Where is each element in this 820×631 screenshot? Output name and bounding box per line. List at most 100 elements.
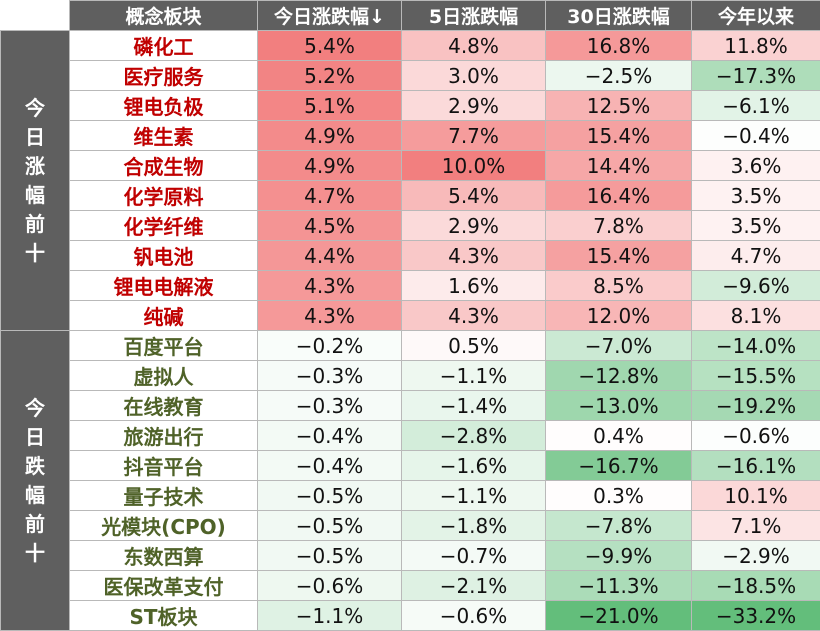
- concept-name[interactable]: 化学纤维: [70, 211, 258, 241]
- concept-name[interactable]: 锂电负极: [70, 91, 258, 121]
- column-header-concept[interactable]: 概念板块: [70, 1, 258, 31]
- value-cell-5day-change: 4.8%: [402, 31, 546, 61]
- concept-name[interactable]: 在线教育: [70, 391, 258, 421]
- value-cell-30day-change: −9.9%: [546, 541, 692, 571]
- value-cell-ytd-change: −16.1%: [692, 451, 820, 481]
- value-cell-30day-change: 0.4%: [546, 421, 692, 451]
- concept-name[interactable]: 医疗服务: [70, 61, 258, 91]
- concept-name[interactable]: 旅游出行: [70, 421, 258, 451]
- value-cell-today-change: 4.7%: [258, 181, 402, 211]
- value-cell-30day-change: −7.0%: [546, 331, 692, 361]
- value-cell-today-change: 4.3%: [258, 301, 402, 331]
- value-cell-5day-change: 4.3%: [402, 301, 546, 331]
- table-row: 抖音平台−0.4%−1.6%−16.7%−16.1%: [1, 451, 820, 481]
- value-cell-30day-change: 8.5%: [546, 271, 692, 301]
- value-cell-5day-change: 7.7%: [402, 121, 546, 151]
- table-row: 光模块(CPO)−0.5%−1.8%−7.8%7.1%: [1, 511, 820, 541]
- concept-name[interactable]: 量子技术: [70, 481, 258, 511]
- column-header-30day-change[interactable]: 30日涨跌幅: [546, 1, 692, 31]
- concept-name[interactable]: 钒电池: [70, 241, 258, 271]
- value-cell-30day-change: 12.0%: [546, 301, 692, 331]
- concept-name[interactable]: 虚拟人: [70, 361, 258, 391]
- table-row: 今日跌幅前十百度平台−0.2%0.5%−7.0%−14.0%: [1, 331, 820, 361]
- value-cell-ytd-change: −0.6%: [692, 421, 820, 451]
- value-cell-today-change: −0.5%: [258, 511, 402, 541]
- value-cell-30day-change: −21.0%: [546, 601, 692, 631]
- corner-cell: [1, 1, 70, 31]
- value-cell-30day-change: 7.8%: [546, 211, 692, 241]
- value-cell-ytd-change: −18.5%: [692, 571, 820, 601]
- value-cell-5day-change: −1.8%: [402, 511, 546, 541]
- value-cell-5day-change: 10.0%: [402, 151, 546, 181]
- value-cell-5day-change: −1.6%: [402, 451, 546, 481]
- value-cell-30day-change: −11.3%: [546, 571, 692, 601]
- table-row: 量子技术−0.5%−1.1%0.3%10.1%: [1, 481, 820, 511]
- value-cell-today-change: −0.6%: [258, 571, 402, 601]
- concept-name[interactable]: 光模块(CPO): [70, 511, 258, 541]
- value-cell-today-change: 4.5%: [258, 211, 402, 241]
- column-header-today-change[interactable]: 今日涨跌幅↓: [258, 1, 402, 31]
- value-cell-ytd-change: −19.2%: [692, 391, 820, 421]
- table-row: 医保改革支付−0.6%−2.1%−11.3%−18.5%: [1, 571, 820, 601]
- value-cell-ytd-change: −14.0%: [692, 331, 820, 361]
- value-cell-30day-change: 15.4%: [546, 241, 692, 271]
- concept-name[interactable]: 百度平台: [70, 331, 258, 361]
- value-cell-today-change: −0.4%: [258, 421, 402, 451]
- concept-name[interactable]: 东数西算: [70, 541, 258, 571]
- value-cell-today-change: −0.3%: [258, 361, 402, 391]
- table-row: 旅游出行−0.4%−2.8%0.4%−0.6%: [1, 421, 820, 451]
- value-cell-today-change: 4.9%: [258, 121, 402, 151]
- value-cell-ytd-change: 3.5%: [692, 211, 820, 241]
- value-cell-today-change: −0.5%: [258, 481, 402, 511]
- value-cell-30day-change: −12.8%: [546, 361, 692, 391]
- value-cell-today-change: 4.3%: [258, 271, 402, 301]
- value-cell-today-change: 5.2%: [258, 61, 402, 91]
- concept-name[interactable]: 抖音平台: [70, 451, 258, 481]
- value-cell-30day-change: −7.8%: [546, 511, 692, 541]
- concept-name[interactable]: 维生素: [70, 121, 258, 151]
- concept-name[interactable]: 化学原料: [70, 181, 258, 211]
- value-cell-30day-change: 16.8%: [546, 31, 692, 61]
- column-header-5day-change[interactable]: 5日涨跌幅: [402, 1, 546, 31]
- concept-name[interactable]: ST板块: [70, 601, 258, 631]
- column-header-ytd-change[interactable]: 今年以来: [692, 1, 820, 31]
- value-cell-5day-change: −2.8%: [402, 421, 546, 451]
- value-cell-ytd-change: 3.6%: [692, 151, 820, 181]
- value-cell-today-change: −0.4%: [258, 451, 402, 481]
- value-cell-today-change: −0.5%: [258, 541, 402, 571]
- value-cell-30day-change: 15.4%: [546, 121, 692, 151]
- value-cell-ytd-change: −9.6%: [692, 271, 820, 301]
- concept-name[interactable]: 纯碱: [70, 301, 258, 331]
- value-cell-ytd-change: −0.4%: [692, 121, 820, 151]
- value-cell-30day-change: 16.4%: [546, 181, 692, 211]
- value-cell-ytd-change: 3.5%: [692, 181, 820, 211]
- value-cell-today-change: −0.2%: [258, 331, 402, 361]
- value-cell-5day-change: 0.5%: [402, 331, 546, 361]
- value-cell-ytd-change: −15.5%: [692, 361, 820, 391]
- value-cell-ytd-change: −17.3%: [692, 61, 820, 91]
- value-cell-30day-change: −13.0%: [546, 391, 692, 421]
- table-row: 东数西算−0.5%−0.7%−9.9%−2.9%: [1, 541, 820, 571]
- value-cell-5day-change: −2.1%: [402, 571, 546, 601]
- value-cell-ytd-change: −6.1%: [692, 91, 820, 121]
- value-cell-5day-change: 1.6%: [402, 271, 546, 301]
- concept-name[interactable]: 锂电电解液: [70, 271, 258, 301]
- concept-name[interactable]: 合成生物: [70, 151, 258, 181]
- value-cell-ytd-change: 11.8%: [692, 31, 820, 61]
- concept-name[interactable]: 磷化工: [70, 31, 258, 61]
- concept-name[interactable]: 医保改革支付: [70, 571, 258, 601]
- value-cell-30day-change: 0.3%: [546, 481, 692, 511]
- value-cell-5day-change: 2.9%: [402, 211, 546, 241]
- group-label-gainers: 今日涨幅前十: [1, 31, 70, 331]
- table-row: ST板块−1.1%−0.6%−21.0%−33.2%: [1, 601, 820, 631]
- value-cell-ytd-change: −33.2%: [692, 601, 820, 631]
- value-cell-today-change: 5.4%: [258, 31, 402, 61]
